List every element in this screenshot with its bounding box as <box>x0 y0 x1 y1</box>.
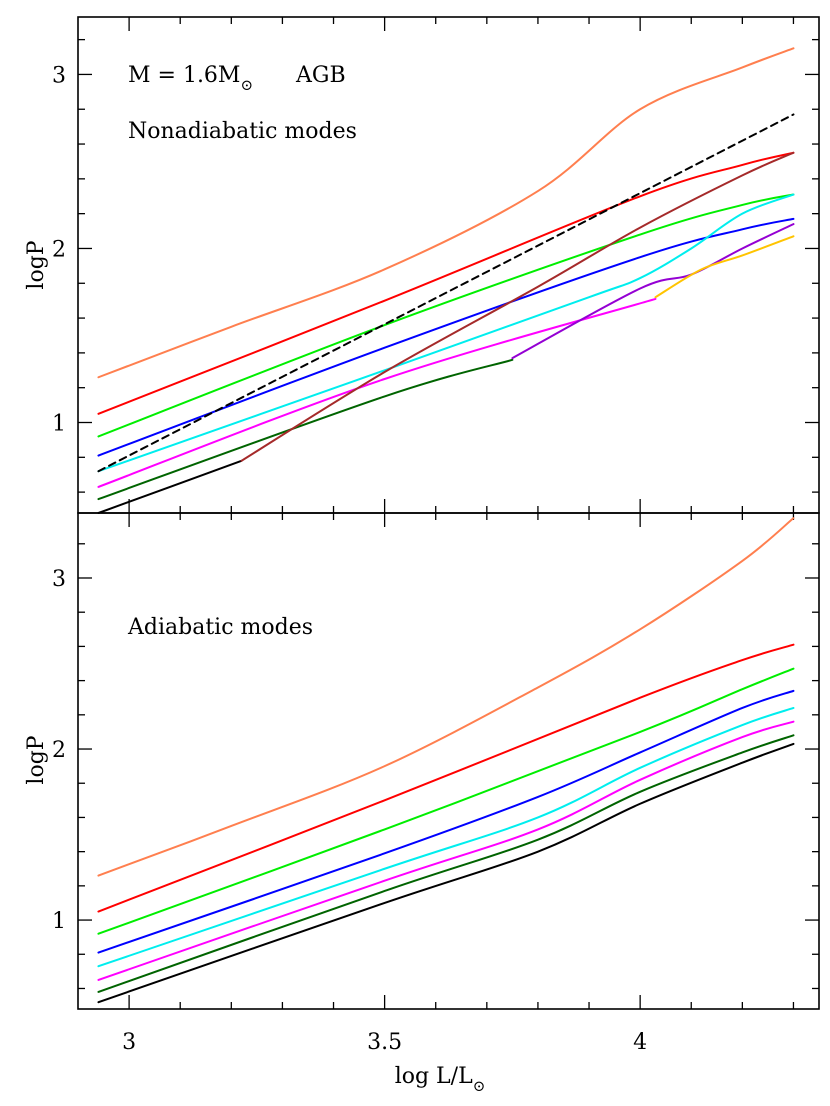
top-series-line-11 <box>97 113 795 473</box>
top-annotation-mass: M = 1.6M⊙ <box>128 63 253 94</box>
bottom-annotation-mode: Adiabatic modes <box>127 615 313 640</box>
bottom-ticks <box>78 513 819 1009</box>
bottom-panel: 123 3 3.5 4 logP Adiabatic modes log L/L⊙ <box>24 512 820 1095</box>
bottom-series-line-0 <box>97 517 795 877</box>
x-axis-sun-symbol: ⊙ <box>473 1077 486 1095</box>
sun-symbol: ⊙ <box>240 76 253 94</box>
bottom-series-line-3 <box>97 689 795 954</box>
top-series-line-10 <box>654 235 795 299</box>
bottom-y-tick-label: 3 <box>52 567 66 592</box>
top-series-line-2 <box>97 193 795 438</box>
top-y-axis-title: logP <box>24 240 49 289</box>
bottom-series-line-6 <box>97 734 795 993</box>
bottom-series-line-5 <box>97 720 795 981</box>
top-y-tick-labels: 1 2 3 <box>52 63 66 436</box>
bottom-x-tick-labels: 3 3.5 4 <box>122 1030 647 1055</box>
top-annotation-mode: Nonadiabatic modes <box>128 119 357 144</box>
top-ticks <box>78 17 819 513</box>
top-series-line-7 <box>97 459 243 514</box>
bottom-y-axis-title: logP <box>24 735 49 784</box>
bottom-series-group <box>97 517 795 1004</box>
top-series-line-3 <box>97 217 795 457</box>
top-series-line-1 <box>97 151 795 415</box>
x-axis-title-text: log L/L <box>395 1064 473 1089</box>
top-series-line-5 <box>97 297 657 488</box>
x-tick-label: 4 <box>633 1030 647 1055</box>
bottom-series-line-7 <box>97 742 795 1004</box>
bottom-y-tick-label: 1 <box>52 909 66 934</box>
x-tick-label: 3.5 <box>367 1030 402 1055</box>
mass-label: M = 1.6M <box>128 63 240 88</box>
bottom-series-line-1 <box>97 643 795 913</box>
bottom-y-tick-label: 2 <box>52 738 66 763</box>
x-axis-title: log L/L⊙ <box>395 1064 486 1095</box>
bottom-series-line-4 <box>97 706 795 968</box>
top-series-group <box>97 47 795 514</box>
top-y-tick-label: 3 <box>52 63 66 88</box>
top-y-tick-label: 1 <box>52 412 66 437</box>
bottom-plot-frame <box>77 512 820 1010</box>
top-series-line-6 <box>97 358 514 501</box>
top-y-tick-label: 2 <box>52 237 66 262</box>
top-series-line-0 <box>97 47 795 379</box>
bottom-series-line-2 <box>97 667 795 935</box>
bottom-y-tick-labels: 1 2 3 <box>52 567 66 934</box>
top-series-line-9 <box>511 223 795 360</box>
top-series-line-4 <box>97 193 795 473</box>
top-panel: 1 2 3 logP M = 1.6M⊙ AGB Nonadiabatic mode… <box>24 16 820 514</box>
top-annotation-agb: AGB <box>295 63 346 88</box>
top-series-line-8 <box>240 151 795 462</box>
x-tick-label: 3 <box>122 1030 136 1055</box>
